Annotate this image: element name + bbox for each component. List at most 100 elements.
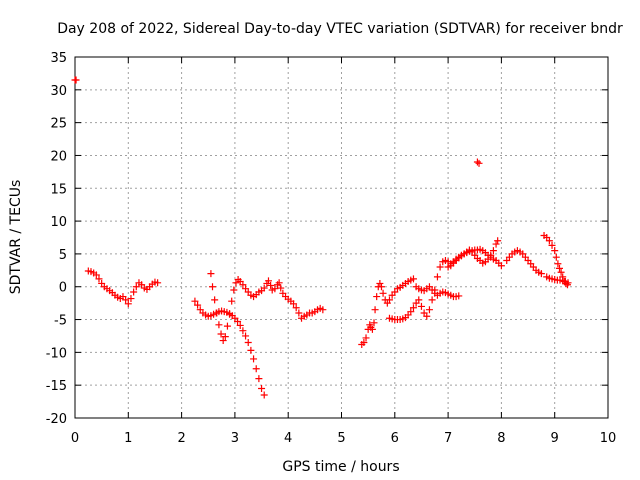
data-point <box>475 159 483 167</box>
data-point <box>122 296 130 304</box>
data-point <box>487 251 495 259</box>
data-point <box>370 319 378 327</box>
data-point <box>428 296 436 304</box>
data-point <box>211 296 219 304</box>
y-tick-label: 5 <box>59 248 67 263</box>
y-tick-label: -15 <box>46 379 67 394</box>
x-tick-label: 8 <box>497 431 505 446</box>
data-point <box>247 346 255 354</box>
y-tick-label: 15 <box>50 182 67 197</box>
data-point <box>409 275 417 283</box>
data-point <box>290 300 298 308</box>
data-point <box>433 273 441 281</box>
x-tick-label: 0 <box>71 431 79 446</box>
data-point <box>379 289 387 297</box>
data-point <box>255 375 263 383</box>
data-point <box>239 327 247 335</box>
x-tick-label: 4 <box>284 431 292 446</box>
data-point <box>548 241 556 249</box>
x-tick-label: 3 <box>231 431 239 446</box>
y-tick-label: 20 <box>50 149 67 164</box>
data-point <box>239 281 247 289</box>
data-point <box>95 275 103 283</box>
data-point <box>260 391 268 399</box>
data-point <box>497 262 505 270</box>
data-point <box>250 355 258 363</box>
data-point <box>130 288 138 296</box>
data-point <box>455 292 463 300</box>
data-point <box>124 300 132 308</box>
y-tick-label: 0 <box>59 281 67 296</box>
data-point <box>244 339 252 347</box>
x-tick-label: 10 <box>600 431 617 446</box>
data-point <box>72 76 80 84</box>
x-tick-label: 9 <box>551 431 559 446</box>
data-point <box>267 281 275 289</box>
data-point <box>554 260 562 268</box>
grid-lines <box>75 57 608 418</box>
data-point <box>242 332 250 340</box>
data-point <box>551 247 559 255</box>
data-point <box>213 309 221 317</box>
x-tick-label: 2 <box>177 431 185 446</box>
x-tick-label: 1 <box>124 431 132 446</box>
chart-title: Day 208 of 2022, Sidereal Day-to-day VTE… <box>57 21 623 37</box>
data-point <box>362 334 370 342</box>
data-point <box>545 237 553 245</box>
data-point <box>230 286 238 294</box>
data-point <box>564 279 572 287</box>
data-point <box>492 240 500 248</box>
data-point <box>537 270 545 278</box>
data-point <box>92 271 100 279</box>
axis-ticks: -20 -15 -10 -5 0 5 10 15 20 25 30 35 0 1 2 3 4 5 6 7 8 9 10 <box>46 51 617 446</box>
data-point <box>473 158 481 166</box>
data-point <box>223 322 231 330</box>
y-tick-label: -5 <box>54 314 67 329</box>
x-axis-label: GPS time / hours <box>282 459 399 475</box>
data-point <box>154 279 162 287</box>
y-tick-label: -20 <box>46 412 67 427</box>
data-point <box>295 309 303 317</box>
data-point <box>226 310 234 318</box>
data-point <box>407 308 415 316</box>
data-point <box>423 312 431 320</box>
data-point <box>258 384 266 392</box>
data-point <box>132 283 140 291</box>
y-tick-label: -10 <box>46 346 67 361</box>
data-point <box>207 270 215 278</box>
data-point <box>209 283 217 291</box>
y-tick-label: 10 <box>50 215 67 230</box>
data-point <box>557 268 565 276</box>
data-point <box>377 283 385 291</box>
data-point <box>252 365 260 373</box>
data-point <box>489 247 497 255</box>
data-point <box>217 330 225 338</box>
data-point <box>292 304 300 312</box>
data-point <box>236 321 244 329</box>
data-point <box>277 284 285 292</box>
data-point <box>228 297 236 305</box>
data-point <box>191 297 199 305</box>
data-point <box>415 296 423 304</box>
data-point <box>371 306 379 314</box>
y-axis-label: SDTVAR / TECUs <box>8 180 24 295</box>
data-point <box>373 293 381 301</box>
data-point <box>127 295 135 303</box>
data-point <box>219 337 227 345</box>
data-point <box>409 304 417 312</box>
data-point <box>319 306 327 314</box>
data-point <box>376 279 384 287</box>
data-point <box>360 339 368 347</box>
data-point <box>264 277 272 285</box>
data-point <box>385 296 393 304</box>
data-point <box>368 325 376 333</box>
data-point <box>417 302 425 310</box>
data-point <box>194 301 202 309</box>
data-point <box>425 306 433 314</box>
data-point <box>275 279 283 287</box>
y-tick-label: 30 <box>50 84 67 99</box>
y-tick-label: 35 <box>50 51 67 66</box>
data-point <box>436 263 444 271</box>
data-point <box>555 264 563 272</box>
